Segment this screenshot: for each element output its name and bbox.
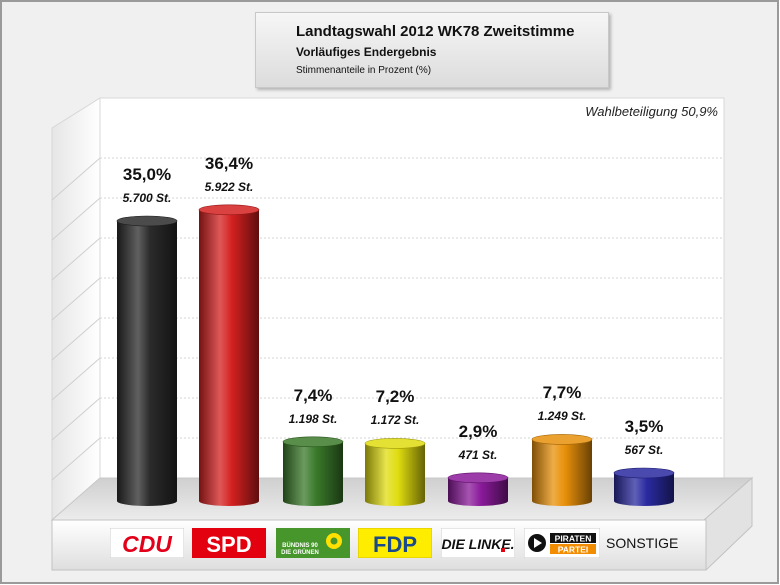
value-label: 35,0% (102, 165, 192, 185)
vote-count-label: 1.249 St. (517, 409, 607, 423)
turnout-annotation: Wahlbeteiligung 50,9% (560, 104, 718, 119)
logo-cdu: CDU (110, 528, 184, 558)
vote-count-label: 1.198 St. (268, 412, 358, 426)
bar-body (532, 439, 592, 506)
value-label: 3,5% (599, 417, 689, 437)
bar-spd (199, 205, 259, 506)
bar-sonstige (614, 468, 674, 506)
logo-spd-text: SPD (206, 532, 251, 557)
bar-body (199, 210, 259, 506)
vote-count-label: 1.172 St. (350, 413, 440, 427)
logo-gruene: BÜNDNIS 90 DIE GRÜNEN (276, 528, 350, 558)
label-sonstige: SONSTIGE (606, 535, 678, 551)
title-box: Landtagswahl 2012 WK78 Zweitstimme Vorlä… (255, 12, 609, 88)
vote-count-label: 5.700 St. (102, 191, 192, 205)
logo-gruene-line1: BÜNDNIS 90 (282, 542, 318, 549)
bar-body (117, 221, 177, 506)
logo-linke: DIE LINKE. (441, 528, 515, 558)
bar-body (365, 443, 425, 506)
chart-title: Landtagswahl 2012 WK78 Zweitstimme (296, 23, 574, 40)
bar-top (614, 468, 674, 478)
bar-top (448, 473, 508, 483)
value-label: 36,4% (184, 154, 274, 174)
logo-cdu-text: CDU (122, 531, 173, 557)
logo-spd: SPD (192, 528, 266, 558)
bar-body (283, 442, 343, 506)
bar-top (117, 216, 177, 226)
bar-piraten (532, 434, 592, 506)
bar-die-linke (448, 473, 508, 506)
value-label: 7,7% (517, 383, 607, 403)
logo-gruene-line2: DIE GRÜNEN (281, 549, 319, 556)
chart-left-wall (52, 98, 100, 520)
logo-piraten-line1: PIRATEN (555, 534, 592, 544)
chart-subtitle: Vorläufiges Endergebnis (296, 45, 436, 59)
bar-top (283, 437, 343, 447)
bar-grüne (283, 437, 343, 506)
value-label: 7,2% (350, 387, 440, 407)
vote-count-label: 5.922 St. (184, 180, 274, 194)
value-label: 7,4% (268, 386, 358, 406)
logo-fdp-text: FDP (373, 532, 417, 557)
bar-top (365, 438, 425, 448)
value-label: 2,9% (433, 422, 523, 442)
bar-fdp (365, 438, 425, 506)
logo-piraten: PIRATEN PARTEI (524, 528, 600, 558)
bar-top (199, 205, 259, 215)
logo-piraten-line2: PARTEI (558, 545, 589, 555)
logo-fdp: FDP (358, 528, 432, 558)
vote-count-label: 471 St. (433, 448, 523, 462)
bar-top (532, 434, 592, 444)
bar-cdu (117, 216, 177, 506)
vote-count-label: 567 St. (599, 443, 689, 457)
chart-ylabel: Stimmenanteile in Prozent (%) (296, 65, 431, 76)
